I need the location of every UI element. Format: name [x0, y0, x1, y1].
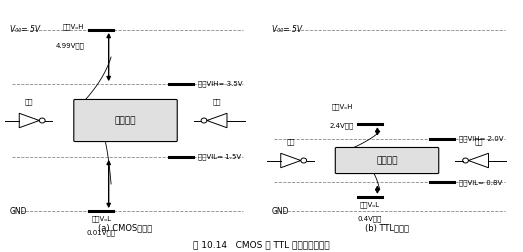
Text: 0.4V以下: 0.4V以下: [358, 215, 382, 222]
Text: 输出VₒL: 输出VₒL: [360, 201, 380, 208]
Text: 输入VIL= 0.8V: 输入VIL= 0.8V: [459, 179, 503, 186]
Text: V₀₀= 5V: V₀₀= 5V: [10, 25, 40, 34]
Text: 输出VₒL: 输出VₒL: [92, 215, 111, 222]
Text: 输出: 输出: [25, 98, 33, 105]
Text: 输入VIH= 3.5V: 输入VIH= 3.5V: [198, 81, 242, 87]
Text: 输出VₒH: 输出VₒH: [63, 23, 85, 30]
Text: GND: GND: [10, 207, 28, 216]
Text: 噪声余量: 噪声余量: [115, 116, 137, 125]
Text: 输入: 输入: [474, 138, 483, 145]
Text: 图 10.14   CMOS 与 TTL 噪声余量的比较: 图 10.14 CMOS 与 TTL 噪声余量的比较: [193, 240, 330, 249]
Text: V₀₀= 5V: V₀₀= 5V: [271, 25, 302, 34]
Text: (b) TTL的场合: (b) TTL的场合: [365, 224, 409, 233]
Text: 输出: 输出: [287, 138, 295, 145]
Text: (a) CMOS的场合: (a) CMOS的场合: [98, 224, 153, 233]
Text: 输入VIH= 2.0V: 输入VIH= 2.0V: [459, 135, 504, 142]
Text: 2.4V以上: 2.4V以上: [329, 122, 354, 129]
Text: 输入VIL= 1.5V: 输入VIL= 1.5V: [198, 153, 241, 160]
Text: 0.01V以下: 0.01V以下: [87, 230, 116, 236]
FancyBboxPatch shape: [335, 147, 439, 174]
FancyBboxPatch shape: [74, 100, 177, 142]
Text: GND: GND: [271, 207, 289, 216]
Text: 输入: 输入: [213, 98, 221, 105]
Text: 4.99V以上: 4.99V以上: [56, 42, 85, 49]
Text: 噪声余量: 噪声余量: [376, 156, 398, 165]
Text: 输出VₒH: 输出VₒH: [332, 103, 354, 110]
